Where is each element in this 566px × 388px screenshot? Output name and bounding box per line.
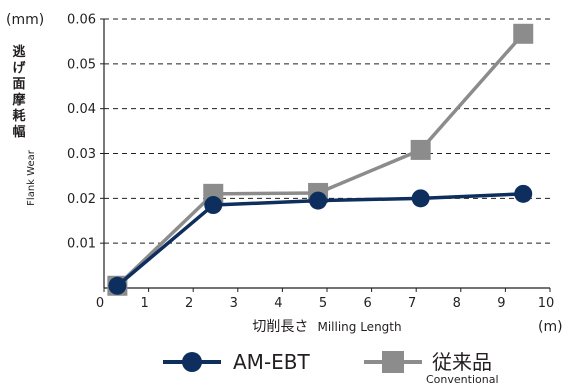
- y-tick-label: 0.02: [67, 192, 96, 207]
- data-point-circle: [204, 196, 223, 215]
- legend-sublabel: Conventional: [426, 373, 499, 386]
- x-tick-label: 2: [185, 296, 193, 311]
- y-tick-labels: 0.01 0.02 0.03 0.04 0.05 0.06: [67, 13, 96, 252]
- legend-label: 従来品: [432, 350, 492, 374]
- x-tick-label: 10: [538, 296, 555, 311]
- y-axis-label-en: Flank Wear: [26, 149, 37, 206]
- y-axis-label-char: 幅: [12, 124, 25, 140]
- y-tick-label: 0.06: [67, 13, 96, 28]
- x-axis-label-en: Milling Length: [317, 320, 401, 334]
- x-tick-label: 7: [408, 296, 416, 311]
- legend-label: AM-EBT: [233, 350, 311, 374]
- data-point-circle: [309, 191, 328, 210]
- y-tick-label: 0.01: [67, 237, 96, 252]
- x-tick-labels: 0 1 2 3 4 5 6 7 8 9 10: [96, 296, 554, 311]
- y-axis-label-char: 耗: [12, 108, 25, 124]
- series-am-ebt: [108, 184, 533, 295]
- y-tick-label: 0.03: [67, 147, 96, 162]
- x-tick-label: 5: [319, 296, 327, 311]
- y-axis-label-char: 摩: [12, 92, 26, 108]
- data-point-square: [513, 23, 534, 44]
- axes: [100, 18, 551, 292]
- legend-marker-square: [382, 351, 404, 373]
- x-axis-label: 切削長さ Milling Length: [252, 316, 401, 335]
- y-tick-label: 0.04: [67, 102, 96, 117]
- series-line: [116, 32, 525, 288]
- legend-marker-circle: [182, 352, 202, 372]
- x-tick-label: 6: [363, 296, 371, 311]
- x-tick-label: 0: [96, 296, 104, 311]
- x-tick-label: 4: [274, 296, 282, 311]
- x-tick-label: 1: [140, 296, 148, 311]
- data-point-circle: [108, 276, 127, 295]
- y-axis-label-char: げ: [12, 60, 26, 76]
- x-tick-label: 8: [453, 296, 461, 311]
- data-point-circle: [411, 189, 430, 208]
- y-unit-label: (mm): [6, 12, 44, 28]
- data-point-circle: [514, 184, 533, 203]
- x-unit-label: (m): [538, 319, 563, 335]
- gridlines: [104, 18, 550, 244]
- y-axis-label-char: 面: [12, 77, 25, 92]
- y-tick-label: 0.05: [67, 57, 96, 72]
- x-tick-label: 9: [497, 296, 505, 311]
- series-lines: [107, 23, 534, 296]
- x-tick-label: 3: [230, 296, 238, 311]
- series-conventional: [107, 23, 534, 296]
- x-axis-label-ja: 切削長さ: [252, 319, 308, 335]
- legend-item: AM-EBT: [163, 350, 311, 374]
- data-point-square: [410, 139, 431, 160]
- y-axis-label-char: 逃: [12, 44, 26, 60]
